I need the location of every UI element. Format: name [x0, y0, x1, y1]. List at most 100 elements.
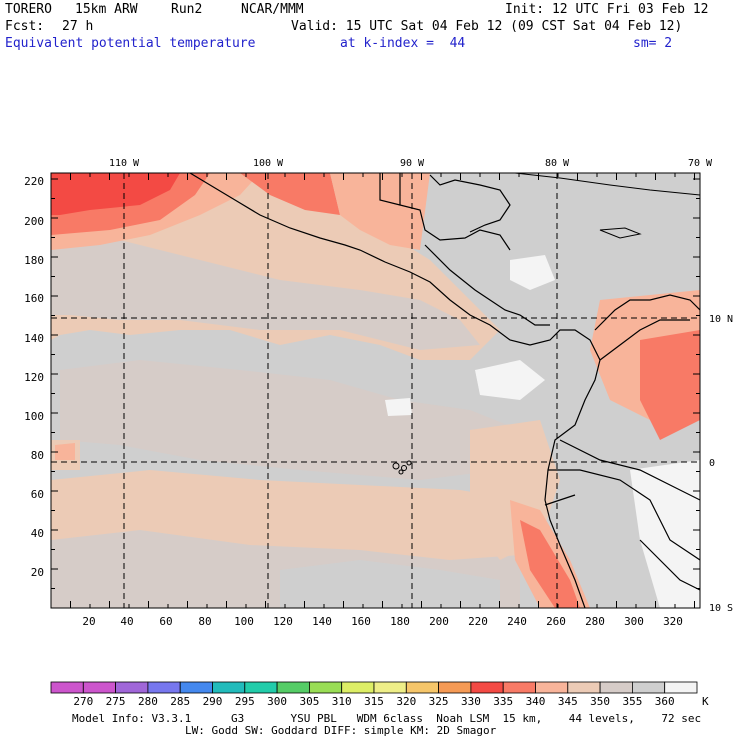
colorbar-label: 320 [396, 695, 416, 708]
level-label: at k-index = 44 [340, 36, 466, 51]
colorbar-label: 350 [590, 695, 610, 708]
valid-time: Valid: 15 UTC Sat 04 Feb 12 (09 CST Sat … [291, 19, 683, 34]
colorbar-swatch [212, 681, 246, 694]
x-tick-40: 40 [120, 615, 133, 628]
colorbar-label: 340 [526, 695, 546, 708]
colorbar-label: 275 [106, 695, 126, 708]
x-tick-300: 300 [624, 615, 644, 628]
y-tick-20: 20 [31, 566, 44, 579]
field-band-335-peru [520, 520, 580, 608]
init-time: Init: 12 UTC Fri 03 Feb 12 [505, 2, 709, 17]
colorbar-swatch [599, 681, 633, 694]
colorbar-swatch [567, 681, 601, 694]
colorbar-swatch [632, 681, 666, 694]
y-tick-40: 40 [31, 527, 44, 540]
lon-label-100w: 100 W [253, 158, 284, 169]
smoothing-label: sm= 2 [633, 36, 673, 51]
x-tick-200: 200 [429, 615, 449, 628]
colorbar-swatch [179, 681, 213, 694]
colorbar-swatch [147, 681, 181, 694]
colorbar-swatch [115, 681, 149, 694]
graticule [51, 173, 700, 608]
x-tick-320: 320 [663, 615, 683, 628]
resolution-label: 15km ARW [75, 2, 138, 17]
y-tick-140: 140 [24, 332, 44, 345]
field-band-360-c [385, 398, 412, 416]
colorbar-swatch [502, 681, 536, 694]
field-band-360-d [630, 460, 700, 608]
colorbar-swatch [82, 681, 117, 694]
run-label: Run2 [171, 2, 203, 17]
y-tick-160: 160 [24, 292, 44, 305]
y-tick-80: 80 [31, 449, 44, 462]
colorbar-label: 285 [170, 695, 190, 708]
x-tick-180: 180 [390, 615, 410, 628]
colorbar-label: 360 [655, 695, 675, 708]
map-border [50, 172, 701, 609]
org-label: NCAR/MMM [241, 2, 304, 17]
colorbar-swatch [341, 681, 375, 694]
field-band-360-b [475, 360, 545, 400]
colorbar-swatch [373, 681, 407, 694]
lat-label-10s: 10 S [709, 603, 733, 614]
colorbar-swatch [50, 681, 84, 694]
colorbar [50, 681, 698, 694]
colorbar-swatch [308, 681, 343, 694]
colorbar-swatch [438, 681, 472, 694]
coastlines [189, 173, 700, 608]
lat-label-10n: 10 N [709, 314, 733, 325]
field-band-340-gua [330, 173, 430, 250]
model-name: TORERO [5, 2, 52, 17]
field-band-355-s [280, 560, 500, 608]
colorbar-swatch [405, 681, 439, 694]
colorbar-labels: 270 275 280 285 290 295 300 305 310 315 320 325 330 3… [73, 695, 674, 708]
y-tick-100: 100 [24, 410, 44, 423]
physics-info-line: LW: Godd SW: Goddard DIFF: simple KM: 2D… [185, 724, 497, 737]
axis-ticks [50, 173, 700, 609]
x-tick-160: 160 [351, 615, 371, 628]
colorbar-label: 345 [558, 695, 578, 708]
colorbar-swatch [535, 681, 569, 694]
x-tick-100: 100 [234, 615, 254, 628]
theta-e-field [51, 173, 700, 608]
colorbar-label: 315 [364, 695, 384, 708]
colorbar-label: 280 [138, 695, 158, 708]
y-tick-220: 220 [24, 175, 44, 188]
forecast-hours: 27 h [62, 19, 94, 34]
field-band-350 [51, 240, 480, 350]
colorbar-label: 335 [493, 695, 513, 708]
field-band-340-w [55, 443, 75, 460]
x-tick-20: 20 [82, 615, 95, 628]
lon-label-70w: 70 W [688, 158, 713, 169]
field-band-335-mex [240, 173, 340, 215]
colorbar-swatch [470, 681, 504, 694]
colorbar-label: 305 [299, 695, 319, 708]
x-tick-120: 120 [273, 615, 293, 628]
field-band-360-a [510, 255, 555, 290]
x-tick-280: 280 [585, 615, 605, 628]
colorbar-swatch [276, 681, 310, 694]
x-tick-240: 240 [507, 615, 527, 628]
colorbar-label: 355 [622, 695, 642, 708]
x-tick-60: 60 [159, 615, 172, 628]
y-tick-120: 120 [24, 371, 44, 384]
lon-label-80w: 80 W [545, 158, 570, 169]
field-band-330-nw [51, 173, 180, 215]
y-tick-60: 60 [31, 488, 44, 501]
colorbar-label: 295 [235, 695, 255, 708]
colorbar-swatch [664, 681, 698, 694]
colorbar-label: 325 [429, 695, 449, 708]
colorbar-label: 330 [461, 695, 481, 708]
field-band-335-col [640, 330, 700, 440]
forecast-label: Fcst: [5, 19, 45, 34]
caribbean-islands [514, 173, 700, 239]
x-tick-220: 220 [468, 615, 488, 628]
field-title: Equivalent potential temperature [5, 36, 256, 51]
y-tick-180: 180 [24, 254, 44, 267]
model-info-line: Model Info: V3.3.1 G3 YSU PBL WDM 6class… [72, 712, 702, 725]
colorbar-label: 290 [203, 695, 223, 708]
x-tick-140: 140 [312, 615, 332, 628]
lon-label-110w: 110 W [109, 158, 140, 169]
lat-label-0: 0 [709, 458, 715, 469]
